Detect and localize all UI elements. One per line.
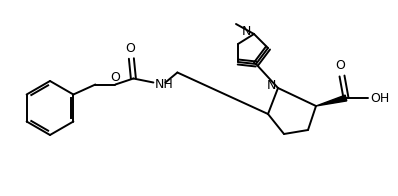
Text: N: N <box>267 79 276 92</box>
Text: NH: NH <box>154 78 173 91</box>
Text: O: O <box>125 42 135 54</box>
Polygon shape <box>316 95 347 106</box>
Text: OH: OH <box>370 92 389 104</box>
Text: N: N <box>242 24 251 37</box>
Text: O: O <box>111 71 120 83</box>
Text: O: O <box>335 59 345 72</box>
